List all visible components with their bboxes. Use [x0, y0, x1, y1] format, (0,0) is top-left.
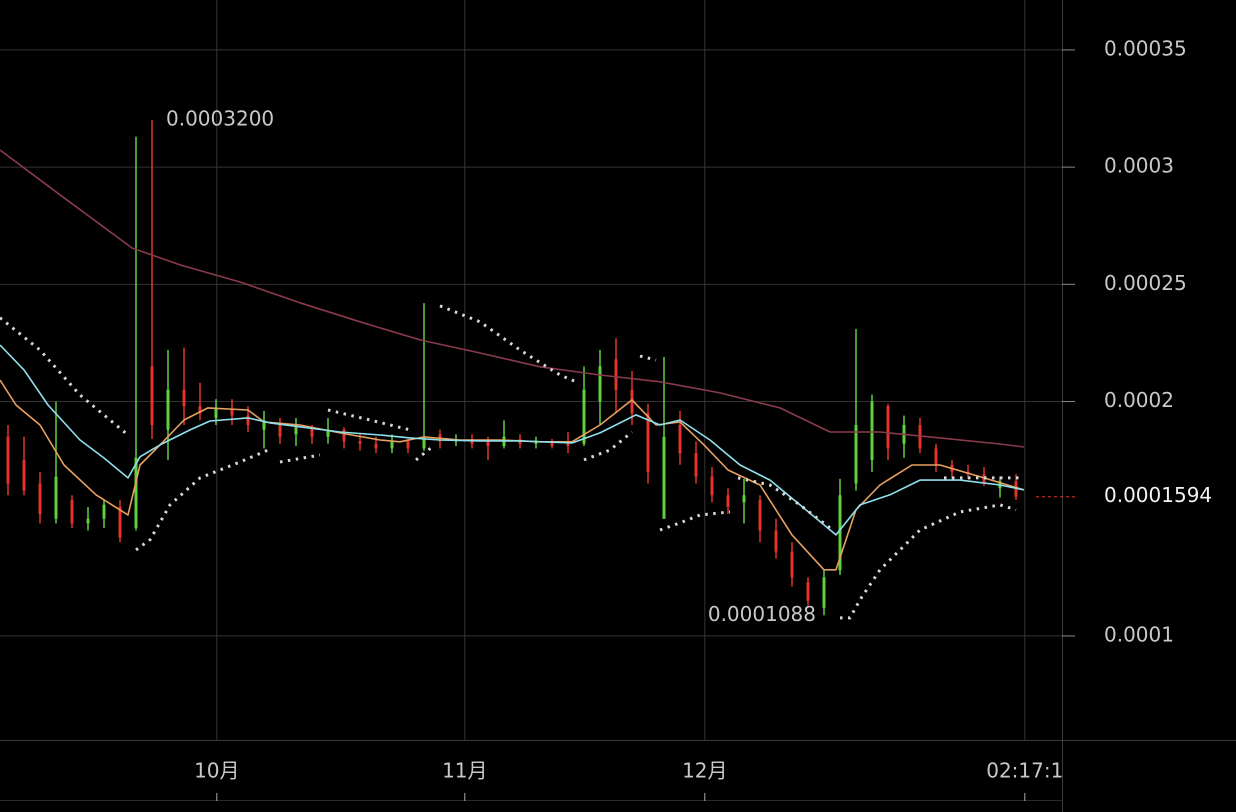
x-tick-label: 02:17:1: [986, 759, 1063, 783]
candle-body: [486, 441, 490, 447]
candle-body: [806, 582, 810, 601]
candle-body: [198, 406, 202, 414]
candle-body: [134, 457, 138, 529]
candle-body: [214, 408, 218, 418]
candle-body: [422, 436, 426, 449]
candle-body: [726, 495, 730, 508]
candle-body: [54, 476, 58, 519]
candle-body: [150, 366, 154, 425]
price-annotation: 0.0003200: [166, 107, 274, 131]
candle-body: [662, 436, 666, 519]
candle-body: [534, 441, 538, 444]
candle-body: [86, 518, 90, 524]
plot-area: [0, 0, 1062, 740]
candle-body: [598, 366, 602, 402]
candle-body: [310, 427, 314, 437]
candle-body: [582, 389, 586, 444]
y-tick-label: 0.0002: [1104, 388, 1174, 412]
candle-body: [38, 483, 42, 515]
candle-body: [934, 448, 938, 465]
last-price-label: 0.0001594: [1104, 483, 1212, 507]
candle-body: [182, 389, 186, 407]
candle-body: [742, 495, 746, 503]
candle-body: [22, 460, 26, 491]
candle-body: [326, 429, 330, 437]
y-tick-label: 0.0003: [1104, 154, 1174, 178]
candle-body: [406, 441, 410, 449]
candle-body: [870, 401, 874, 461]
x-tick-label: 12月: [682, 759, 727, 783]
moving-average: [0, 344, 1025, 536]
candle-body: [790, 551, 794, 578]
candle-body: [678, 424, 682, 454]
candle-body: [566, 443, 570, 447]
candle-body: [166, 389, 170, 430]
candle-body: [342, 429, 346, 442]
y-tick-label: 0.00025: [1104, 271, 1187, 295]
candle-body: [118, 507, 122, 538]
price-annotation: 0.0001088: [708, 602, 816, 626]
candle-body: [6, 436, 10, 484]
sar-dots: [0, 304, 1024, 620]
candle-body: [614, 359, 618, 390]
candle-body: [374, 443, 378, 449]
candle-body: [710, 476, 714, 496]
candle-body: [758, 499, 762, 531]
candle-body: [262, 420, 266, 430]
candle-body: [694, 453, 698, 477]
candle-body: [854, 424, 858, 484]
y-tick-label: 0.00035: [1104, 36, 1187, 60]
candle-body: [390, 441, 394, 449]
candle-body: [70, 499, 74, 524]
x-tick-label: 11月: [442, 759, 487, 783]
y-tick-label: 0.0001: [1104, 622, 1174, 646]
candle-body: [246, 415, 250, 425]
candle-body: [358, 441, 362, 444]
candle-body: [230, 408, 234, 416]
candle-body: [838, 495, 842, 571]
moving-average: [0, 379, 1025, 571]
candle-body: [102, 504, 106, 519]
candle-body: [822, 577, 826, 608]
candle-body: [886, 406, 890, 449]
candle-body: [550, 441, 554, 447]
candle-body: [294, 427, 298, 435]
candle-body: [646, 413, 650, 472]
candle-body: [630, 389, 634, 414]
candle-body: [774, 530, 778, 552]
moving-average: [0, 149, 1025, 448]
x-tick-label: 10月: [194, 759, 239, 783]
candle-body: [278, 424, 282, 437]
